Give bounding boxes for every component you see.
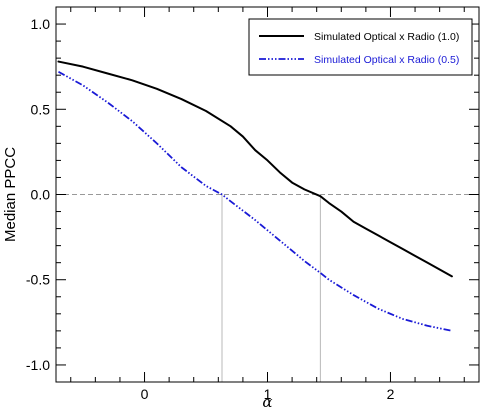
x-tick-label-0: 0 [141,386,149,402]
x-axis-title: α [262,393,272,411]
series-line-1 [58,70,453,332]
y-tick-label-1: 0.5 [31,101,51,117]
y-tick-label-0: 1.0 [31,16,51,32]
x-tick-label-1: 1 [264,386,272,402]
series-line-0 [57,60,453,278]
x-tick-label-2: 2 [387,386,395,402]
legend-box [248,18,473,76]
y-axis-title: Median PPCC [2,147,19,242]
plot-frame [55,6,480,383]
legend-label-1: Simulated Optical x Radio (0.5) [314,54,459,66]
legend-label-0: Simulated Optical x Radio (1.0) [314,31,459,43]
y-tick-label-4: -1.0 [26,357,50,373]
y-tick-label-2: 0.0 [31,187,51,203]
y-tick-label-3: -0.5 [26,272,50,288]
